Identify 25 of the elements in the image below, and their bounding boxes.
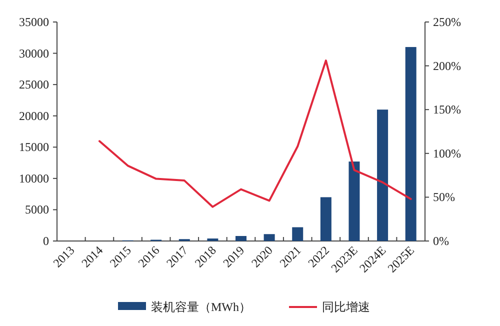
bar [348,162,360,241]
y-tick-label: 15000 [19,140,49,154]
bar [377,110,388,241]
y-tick-label: 35000 [19,15,49,29]
legend-label: 装机容量（MWh） [151,300,251,314]
y2-tick-label: 200% [433,58,461,73]
bar [292,227,304,241]
bar [405,47,416,241]
y-tick-label: 25000 [19,78,49,92]
y-tick-label: 30000 [19,46,49,60]
y-tick-label: 20000 [19,108,49,123]
y-tick-label: 10000 [19,171,49,186]
line-series [98,60,412,208]
legend-label: 同比增速 [322,300,370,314]
y2-tick-label: 50% [433,190,455,204]
y2-tick-label: 100% [433,146,461,160]
bar [207,238,218,241]
y-tick-label: 5000 [25,202,49,217]
bar [320,197,332,241]
y2-tick-label: 150% [433,102,461,117]
bar [236,236,246,241]
bar [264,234,275,241]
y-tick-label: 0 [43,234,49,248]
y2-tick-label: 250% [433,15,461,29]
y2-tick-label: 0% [433,234,449,248]
